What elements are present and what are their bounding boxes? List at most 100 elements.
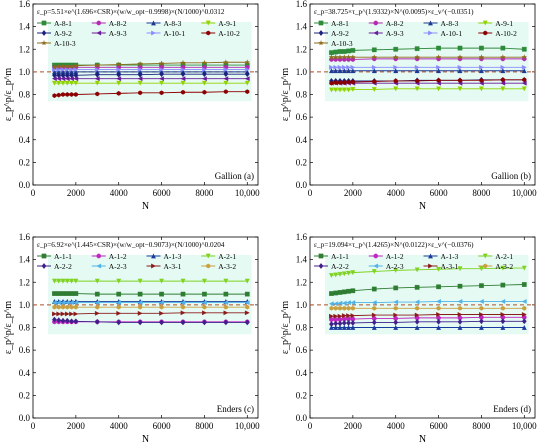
data-point	[414, 54, 421, 60]
data-point	[223, 89, 228, 95]
data-point	[436, 68, 442, 74]
data-point	[64, 311, 70, 317]
y-tick-label: 0.2	[19, 157, 30, 167]
data-point	[414, 267, 420, 273]
formula-label: ε_p=5.51×e^(1.696×CSR)×(w/w_opt−0.9998)×…	[37, 8, 225, 16]
data-point	[337, 64, 343, 70]
legend-label: A-8-2	[386, 19, 404, 28]
legend-label: A-3-1	[441, 262, 459, 271]
data-point	[393, 78, 398, 84]
data-point	[137, 60, 144, 67]
series-A-2-1	[328, 265, 527, 278]
series-A-3-1	[329, 312, 527, 319]
data-point	[350, 313, 356, 319]
data-point	[245, 89, 250, 95]
plot-frame	[32, 236, 259, 419]
y-tick-label: 0.2	[296, 157, 307, 167]
data-point	[346, 320, 351, 326]
x-tick-label: 2000	[67, 421, 86, 431]
x-tick-label: 10,000	[512, 188, 537, 198]
data-point	[346, 270, 352, 276]
data-point	[393, 285, 399, 291]
data-point	[73, 62, 79, 69]
legend-marker	[482, 20, 488, 26]
legend-marker	[41, 253, 47, 259]
data-point	[350, 320, 356, 326]
data-point	[500, 45, 506, 51]
legend-marker	[96, 30, 102, 36]
data-point	[393, 86, 399, 92]
data-point	[346, 64, 352, 70]
data-point	[329, 305, 334, 311]
formula-label: ε_p=6.92×e^(1.445×CSR)×(w/w_opt−0.9073)×…	[37, 241, 225, 249]
x-tick-label: 0	[31, 188, 36, 198]
data-point	[116, 319, 122, 326]
legend-marker	[318, 39, 324, 46]
data-point	[350, 305, 355, 311]
data-point	[223, 80, 229, 86]
formula-label: ε_p=38.725×τ_p^(1.9332)×N^(0.0095)×ε_v^(…	[314, 8, 474, 16]
x-axis-label: N	[419, 434, 426, 443]
data-point	[457, 299, 463, 304]
data-point	[414, 46, 420, 52]
data-point	[116, 278, 122, 284]
data-point	[69, 304, 74, 310]
data-point	[69, 291, 74, 296]
data-point	[329, 50, 334, 55]
legend-label: A-10-2	[495, 29, 517, 38]
data-point	[521, 68, 527, 74]
x-tick-label: 6000	[430, 188, 449, 198]
x-tick-label: 0	[308, 188, 313, 198]
data-point	[521, 318, 527, 325]
data-point	[393, 68, 399, 74]
x-tick-label: 2000	[344, 421, 363, 431]
data-point	[329, 64, 334, 70]
data-point	[201, 80, 207, 86]
data-point	[202, 310, 207, 316]
data-point	[333, 290, 339, 296]
data-point	[436, 324, 442, 330]
chart-panel-4: 0.0 0.2 0.4 0.6 0.8 1.0 1.2 1.4 1.6 0 2000 4000 6000…	[280, 232, 537, 443]
data-point	[479, 283, 484, 288]
data-point	[349, 54, 356, 60]
data-point	[116, 300, 122, 306]
y-tick-label: 1.2	[19, 44, 30, 54]
data-point	[457, 266, 463, 272]
data-point	[56, 80, 62, 86]
highlight-band	[325, 22, 529, 102]
data-point	[159, 291, 164, 297]
data-point	[202, 67, 207, 73]
data-point	[223, 67, 229, 73]
data-point	[244, 319, 250, 326]
panel-label: Gallion (b)	[491, 171, 531, 181]
x-axis-label: N	[419, 201, 426, 212]
data-point	[522, 77, 527, 83]
data-point	[60, 291, 66, 296]
legend-marker	[428, 20, 433, 26]
legend-label: A-1-2	[109, 252, 127, 261]
y-tick-label: 1.6	[19, 0, 31, 9]
legend-label: A-2-2	[54, 262, 72, 271]
data-point	[180, 76, 186, 82]
data-point	[457, 68, 463, 74]
data-point	[350, 87, 356, 92]
legend-marker	[318, 253, 324, 259]
data-point	[479, 305, 484, 311]
panel-label: Enders (d)	[493, 404, 531, 414]
data-point	[436, 318, 441, 325]
legend-label: A-8-1	[331, 19, 349, 28]
x-tick-label: 0	[308, 421, 313, 431]
legend-marker	[205, 253, 211, 259]
y-tick-label: 1.0	[296, 67, 308, 77]
data-point	[64, 80, 70, 86]
series-A-9-3	[51, 76, 250, 82]
data-point	[65, 304, 70, 310]
data-point	[350, 64, 356, 70]
data-point	[73, 278, 79, 284]
data-point	[333, 272, 339, 278]
legend-label: A-3-2	[495, 262, 513, 271]
data-point	[457, 283, 463, 289]
data-point	[159, 310, 165, 316]
data-point	[371, 312, 377, 318]
data-point	[55, 63, 62, 70]
